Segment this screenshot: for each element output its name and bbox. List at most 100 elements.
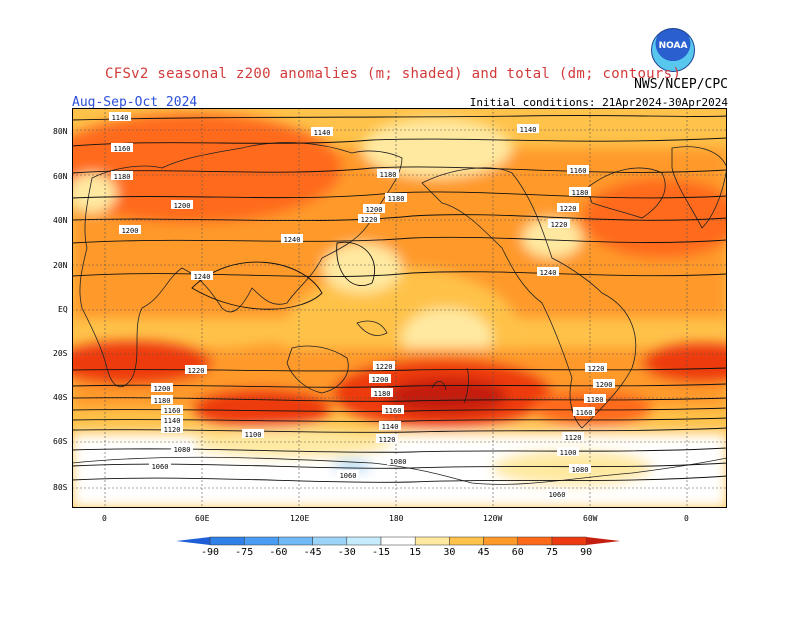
- contour-label-bg: [376, 434, 398, 443]
- contour-labels: 1140 1140 1140 1160 1180 1180 1160 1180 1180 1200…: [109, 112, 615, 499]
- contour-label-bg: [109, 112, 131, 121]
- colorbar-swatch: [346, 536, 382, 546]
- contour-label-bg: [517, 124, 539, 133]
- contour-label-bg: [111, 143, 133, 152]
- contour-label-bg: [151, 383, 173, 392]
- colorbar-swatch: [312, 536, 348, 546]
- season-label: Aug-Sep-Oct 2024: [72, 95, 198, 110]
- contour-label-bg: [358, 214, 380, 223]
- contour-label-bg: [567, 165, 589, 174]
- contour-label-bg: [546, 489, 568, 498]
- contour-label-bg: [371, 388, 393, 397]
- contour-label-bg: [281, 234, 303, 243]
- colorbar-tick-label: -75: [235, 547, 254, 558]
- contour-label-bg: [337, 470, 359, 479]
- graticule: [72, 108, 727, 508]
- contour-label: 1220: [188, 367, 205, 375]
- colorbar-tick-label: -30: [337, 547, 356, 558]
- lon-label-60e: 60E: [195, 514, 210, 523]
- contour-label: 1180: [572, 189, 589, 197]
- noaa-logo-text: NOAA: [658, 41, 688, 51]
- contour-label: 1160: [164, 407, 181, 415]
- contour-label: 1080: [572, 466, 589, 474]
- contour-label: 1100: [560, 449, 577, 457]
- colorbar-swatch: [243, 536, 279, 546]
- colorbar-tick-label: 30: [443, 547, 456, 558]
- contour-label: 1140: [382, 423, 399, 431]
- lat-label-20s: 20S: [53, 349, 68, 358]
- anomaly-map: 1140 1140 1140 1160 1180 1180 1160 1180 1180 1200…: [72, 108, 727, 508]
- contour-label: 1240: [194, 273, 211, 281]
- contour-label-bg: [149, 461, 171, 470]
- contour-label: 1180: [154, 397, 171, 405]
- contour-label-bg: [382, 405, 404, 414]
- contour-label-bg: [387, 456, 409, 465]
- contour-label: 1180: [388, 195, 405, 203]
- contour-label: 1060: [340, 472, 357, 480]
- lat-label-80n: 80N: [53, 127, 68, 136]
- contour-label: 1220: [361, 216, 378, 224]
- contour-label: 1160: [385, 407, 402, 415]
- contour-label-bg: [161, 415, 183, 424]
- contour-label: 1180: [114, 173, 131, 181]
- lon-label-180: 180: [389, 514, 404, 523]
- contour-label: 1220: [588, 365, 605, 373]
- contour-label-bg: [311, 127, 333, 136]
- colorbar-swatch: [380, 536, 416, 546]
- contour-label-bg: [379, 421, 401, 430]
- lat-label-20n: 20N: [53, 261, 68, 270]
- map-title: CFSv2 seasonal z200 anomalies (m; shaded…: [105, 66, 682, 82]
- contour-label: 1160: [570, 167, 587, 175]
- lat-label-60n: 60N: [53, 172, 68, 181]
- colorbar-tick-label: 60: [511, 547, 524, 558]
- contour-label-bg: [161, 424, 183, 433]
- height-contours: [72, 114, 727, 483]
- contour-label: 1140: [520, 126, 537, 134]
- contour-label: 1200: [154, 385, 171, 393]
- colorbar-min-arrow: [176, 537, 210, 545]
- contour-label: 1120: [164, 426, 181, 434]
- contour-label-bg: [385, 193, 407, 202]
- contour-label: 1200: [174, 202, 191, 210]
- contour-label: 1080: [174, 446, 191, 454]
- contour-label: 1240: [540, 269, 557, 277]
- contour-label: 1080: [390, 458, 407, 466]
- colorbar-tick-label: -60: [269, 547, 288, 558]
- contour-label: 1140: [164, 417, 181, 425]
- colorbar: [176, 536, 621, 546]
- contour-label: 1220: [376, 363, 393, 371]
- contour-label: 1060: [152, 463, 169, 471]
- contour-label-bg: [363, 204, 385, 213]
- contour-label: 1200: [122, 227, 139, 235]
- contour-label: 1140: [112, 114, 129, 122]
- colorbar-swatch: [483, 536, 519, 546]
- colorbar-swatch: [517, 536, 553, 546]
- lat-label-eq: EQ: [58, 305, 68, 314]
- contour-label-bg: [161, 405, 183, 414]
- colorbar-swatch: [449, 536, 484, 546]
- colorbar-swatch: [551, 536, 587, 546]
- contour-label: 1060: [549, 491, 566, 499]
- contour-label: 1180: [374, 390, 391, 398]
- lon-label-60w: 60W: [583, 514, 598, 523]
- colorbar-tick-label: -90: [200, 547, 220, 558]
- contour-label-bg: [584, 394, 606, 403]
- contour-label-bg: [171, 200, 193, 209]
- lat-label-40s: 40S: [53, 393, 68, 402]
- colorbar-swatch: [414, 536, 450, 546]
- contour-label: 1240: [284, 236, 301, 244]
- contour-label-bg: [557, 447, 579, 456]
- contour-label-bg: [185, 365, 207, 374]
- contour-label: 1120: [565, 434, 582, 442]
- contour-label-bg: [111, 171, 133, 180]
- contour-label: 1200: [366, 206, 383, 214]
- lon-label-120e: 120E: [290, 514, 310, 523]
- contour-label-bg: [573, 407, 595, 416]
- contour-label-bg: [171, 444, 193, 453]
- contour-label-bg: [557, 203, 579, 212]
- contour-label: 1160: [114, 145, 131, 153]
- contour-label: 1140: [314, 129, 331, 137]
- contour-label-bg: [373, 361, 395, 370]
- agency-label: NWS/NCEP/CPC: [634, 77, 728, 92]
- lon-label-0-east: 0: [684, 514, 689, 523]
